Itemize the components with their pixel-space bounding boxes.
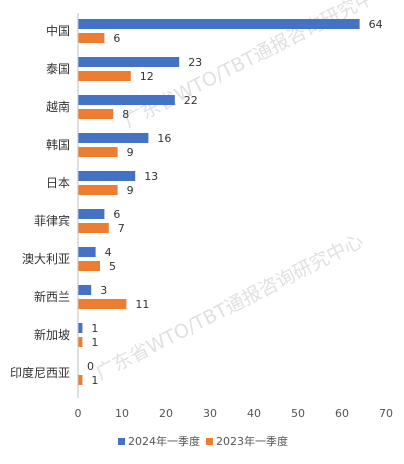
legend-swatch (118, 438, 125, 445)
category-label: 菲律宾 (34, 213, 70, 228)
data-label: 5 (109, 260, 116, 273)
bar-2023 (78, 261, 100, 271)
category-label: 新西兰 (34, 289, 70, 304)
x-tick-label: 20 (159, 407, 173, 420)
data-label: 3 (100, 284, 107, 297)
bar-2023 (78, 71, 131, 81)
bar-2024 (78, 133, 149, 143)
data-label: 9 (127, 184, 134, 197)
bar-2024 (78, 57, 180, 67)
category-label: 澳大利亚 (22, 252, 70, 266)
data-label: 9 (127, 146, 134, 159)
category-label: 泰国 (46, 62, 70, 76)
data-label: 13 (144, 170, 158, 183)
x-tick-label: 40 (247, 407, 261, 420)
data-label: 6 (113, 32, 120, 45)
data-label: 6 (113, 208, 120, 221)
x-axis-ticks: 0 10 20 30 40 50 60 70 (75, 407, 394, 420)
bar-2024 (78, 285, 92, 295)
data-label: 12 (140, 70, 154, 83)
data-label: 1 (91, 374, 98, 387)
x-tick-label: 0 (75, 407, 82, 420)
bar-2024 (78, 95, 175, 105)
category-label: 越南 (46, 99, 70, 114)
bar-2023 (78, 147, 118, 157)
legend-swatch (206, 438, 213, 445)
data-label: 23 (188, 56, 202, 69)
category-label: 日本 (46, 176, 70, 190)
x-tick-label: 70 (379, 407, 393, 420)
x-tick-label: 30 (203, 407, 217, 420)
watermark-text: 广东省WTO/TBT通报咨询研究中心 (92, 230, 367, 384)
bar-2024 (78, 209, 105, 219)
data-label: 4 (105, 246, 112, 259)
category-label: 韩国 (46, 137, 70, 152)
data-label: 22 (184, 94, 198, 107)
x-tick-label: 10 (115, 407, 129, 420)
bars (78, 19, 360, 385)
bar-2024 (78, 247, 96, 257)
bar-2023 (78, 375, 83, 385)
legend: 2024年一季度 2023年一季度 (118, 434, 288, 448)
bar-2024 (78, 171, 136, 181)
data-label: 8 (122, 108, 129, 121)
data-label: 1 (91, 336, 98, 349)
bar-2023 (78, 33, 105, 43)
bar-2023 (78, 185, 118, 195)
bar-2023 (78, 109, 114, 119)
x-tick-label: 50 (291, 407, 305, 420)
category-label: 印度尼西亚 (10, 365, 70, 380)
legend-label: 2024年一季度 (128, 434, 200, 448)
category-label: 新加坡 (34, 327, 70, 342)
data-label: 16 (157, 132, 171, 145)
data-label: 7 (118, 222, 125, 235)
bar-2023 (78, 223, 109, 233)
x-tick-label: 60 (335, 407, 349, 420)
bar-2023 (78, 337, 83, 347)
legend-label: 2023年一季度 (216, 434, 288, 448)
category-label: 中国 (46, 23, 70, 38)
data-label: 1 (91, 322, 98, 335)
data-label: 11 (135, 298, 149, 311)
data-label: 64 (369, 18, 383, 31)
bar-2024 (78, 19, 360, 29)
bar-2023 (78, 299, 127, 309)
data-label: 0 (87, 360, 94, 373)
bar-2024 (78, 323, 83, 333)
